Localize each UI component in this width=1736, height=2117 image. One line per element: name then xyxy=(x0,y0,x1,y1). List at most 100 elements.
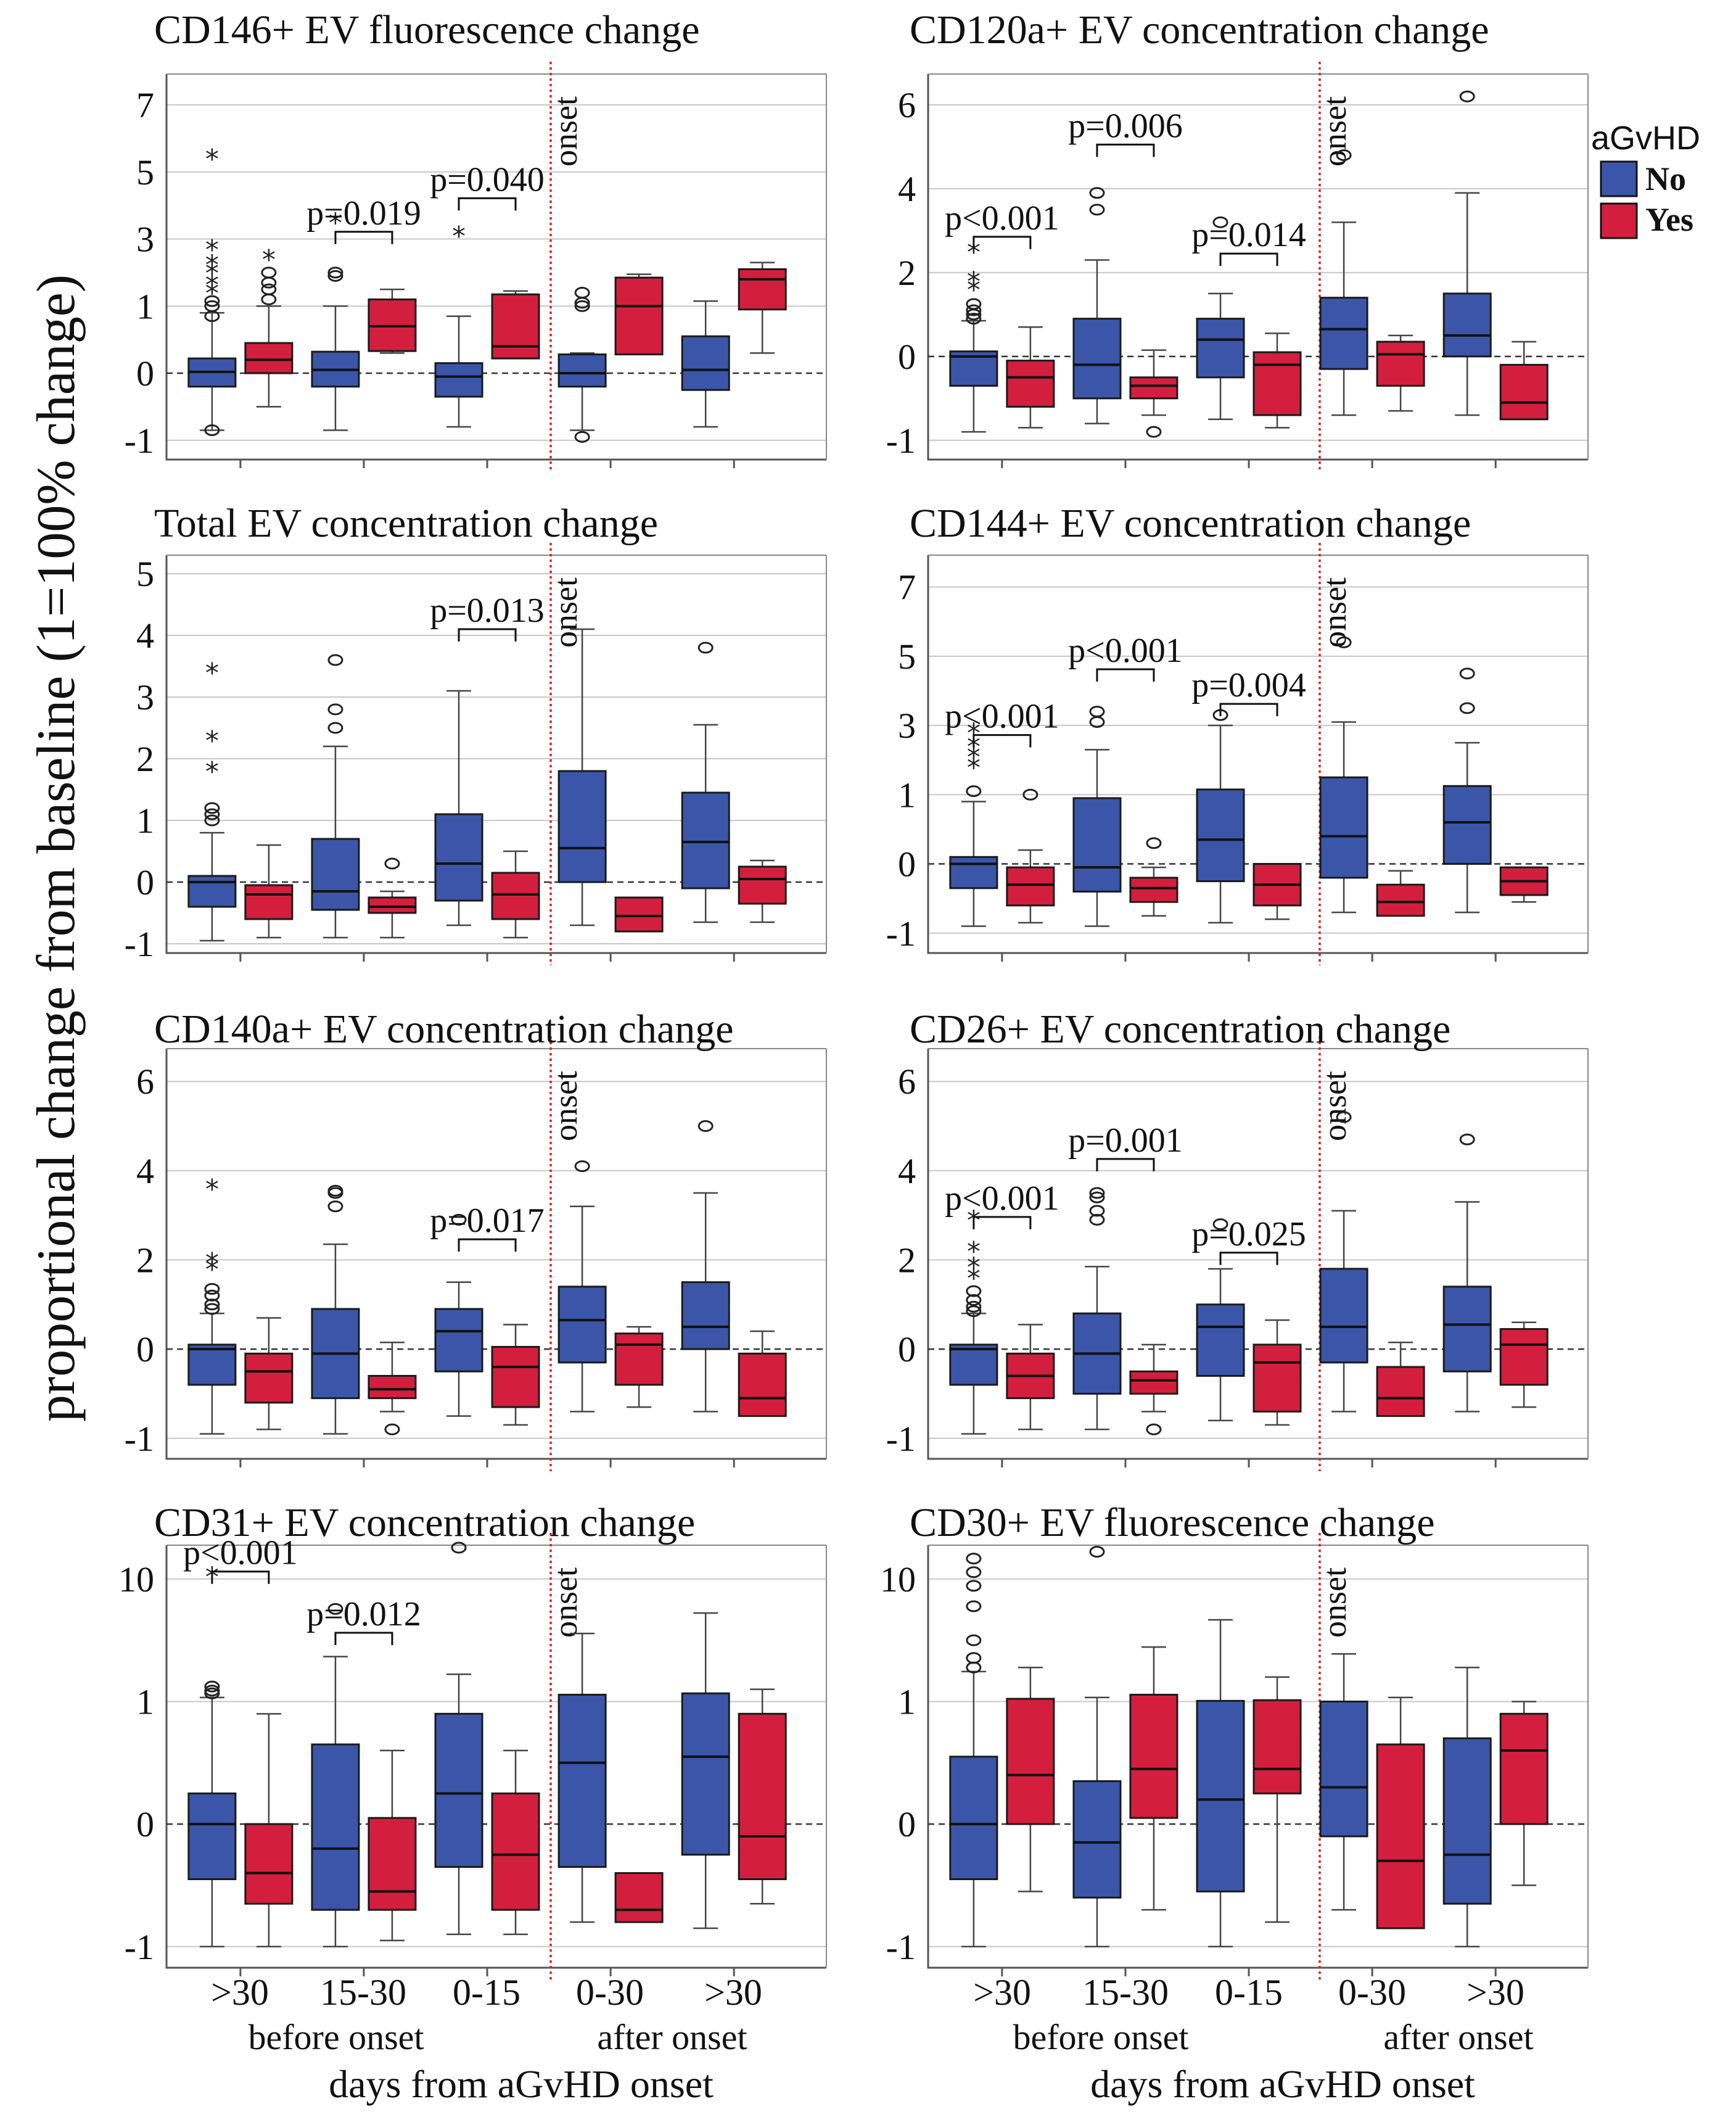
box-iqr xyxy=(491,1792,540,1911)
axis xyxy=(165,74,826,461)
box-yes xyxy=(1253,1676,1302,1923)
significance-bracket xyxy=(334,231,393,244)
box-no: ****** xyxy=(187,144,237,436)
box-yes xyxy=(738,1330,787,1418)
category-label: 0-30 xyxy=(1338,1972,1406,2013)
significance-bracket xyxy=(458,1238,517,1252)
y-tick-label: 0 xyxy=(136,1804,154,1844)
group-label-before: before onset xyxy=(1013,2017,1188,2057)
box-iqr xyxy=(614,276,664,356)
box-iqr xyxy=(1006,866,1055,907)
panel-title: CD120a+ EV concentration change xyxy=(910,7,1489,52)
significance-bracket xyxy=(1096,143,1155,157)
outlier-circle xyxy=(261,266,277,279)
box-yes xyxy=(1129,349,1179,438)
outlier-star: * xyxy=(967,752,981,783)
outlier-circle xyxy=(1022,788,1039,801)
panel-title: CD31+ EV concentration change xyxy=(154,1500,695,1545)
box-iqr xyxy=(434,362,483,398)
significance-bracket xyxy=(1219,1252,1278,1265)
box-yes xyxy=(368,1749,417,1942)
outlier-circle xyxy=(1089,1191,1105,1203)
panel-title: CD30+ EV fluorescence change xyxy=(910,1500,1435,1545)
box-no xyxy=(1072,1187,1122,1430)
panel-p8: -1 0 1 10 onset CD30+ EV fluorescence change xyxy=(880,1500,1589,1980)
significance-bracket xyxy=(334,1632,393,1646)
box-yes xyxy=(491,850,540,939)
significance-bracket xyxy=(458,628,517,642)
outlier-circle xyxy=(327,703,343,716)
box-no xyxy=(311,1603,360,1947)
box-iqr xyxy=(187,1343,237,1386)
box-yes xyxy=(491,1324,540,1426)
outlier-circle xyxy=(327,270,343,282)
box-no: **** xyxy=(949,1205,998,1435)
y-tick-label: 1 xyxy=(136,1682,154,1722)
box-no xyxy=(681,1612,730,1929)
y-tick-label: -1 xyxy=(886,1419,916,1459)
outlier-circle xyxy=(1459,90,1475,102)
outlier-circle xyxy=(966,1566,982,1578)
outlier-circle xyxy=(966,313,982,325)
outlier-circle xyxy=(966,1553,982,1565)
onset-label: onset xyxy=(547,96,584,167)
y-tick-label: -1 xyxy=(125,421,154,461)
box-iqr xyxy=(1442,785,1492,865)
legend-swatch-no xyxy=(1600,160,1638,197)
outlier-circle xyxy=(1459,702,1475,714)
legend: aGvHD No Yes xyxy=(1591,120,1700,239)
box-iqr xyxy=(491,872,540,920)
outlier-circle xyxy=(574,300,590,312)
box-iqr xyxy=(368,1375,417,1400)
box-no: *** xyxy=(949,237,998,433)
box-iqr xyxy=(1196,788,1245,883)
outlier-circle xyxy=(1146,426,1162,438)
y-tick-label: 3 xyxy=(136,220,154,260)
onset-label: onset xyxy=(1316,1071,1353,1141)
onset-label: onset xyxy=(1316,96,1353,167)
outlier-circle xyxy=(204,295,220,307)
box-no xyxy=(681,642,730,923)
onset-label: onset xyxy=(547,1071,584,1141)
legend-label-yes: Yes xyxy=(1645,201,1693,238)
box-no xyxy=(1072,187,1122,424)
outlier-star: * xyxy=(205,249,219,281)
box-iqr xyxy=(1129,376,1179,400)
box-yes xyxy=(1376,870,1425,917)
panel-title: CD140a+ EV concentration change xyxy=(154,1007,734,1052)
outlier-circle xyxy=(966,1305,982,1318)
p-value-label: p<0.001 xyxy=(945,1179,1059,1218)
box-iqr xyxy=(557,353,607,388)
y-tick-label: 7 xyxy=(136,85,154,125)
outlier-star: * xyxy=(967,1263,981,1294)
box-iqr xyxy=(949,1756,998,1880)
box-iqr xyxy=(434,1712,483,1868)
y-tick-label: 3 xyxy=(136,677,154,717)
box-no xyxy=(434,1213,483,1417)
box-no xyxy=(681,300,730,428)
outlier-circle xyxy=(1212,216,1228,228)
box-no xyxy=(1319,1653,1368,1911)
y-tick-label: 2 xyxy=(898,253,916,293)
box-iqr xyxy=(1376,340,1425,387)
category-label: 15-30 xyxy=(320,1972,406,2013)
box-no: **** xyxy=(949,717,998,927)
outlier-star: * xyxy=(205,1254,219,1285)
box-yes xyxy=(244,844,294,939)
box-no xyxy=(681,1120,730,1413)
p-value-label: p=0.025 xyxy=(1191,1215,1306,1253)
box-iqr xyxy=(1196,1699,1245,1892)
outlier-circle xyxy=(966,1580,982,1592)
box-no xyxy=(1319,149,1368,416)
box-iqr xyxy=(738,1712,787,1880)
box-iqr xyxy=(1319,1700,1368,1838)
box-yes xyxy=(1129,1343,1179,1435)
outlier-circle xyxy=(451,1541,467,1554)
category-label: 0-30 xyxy=(576,1972,644,2013)
p-value-label: p=0.013 xyxy=(430,592,545,630)
outlier-circle xyxy=(204,1685,220,1697)
panel-p3: -1 0 1 2 3 4 5 onset Total EV concentration chan… xyxy=(125,501,827,965)
box-iqr xyxy=(681,1692,730,1856)
outlier-star: * xyxy=(205,756,219,788)
